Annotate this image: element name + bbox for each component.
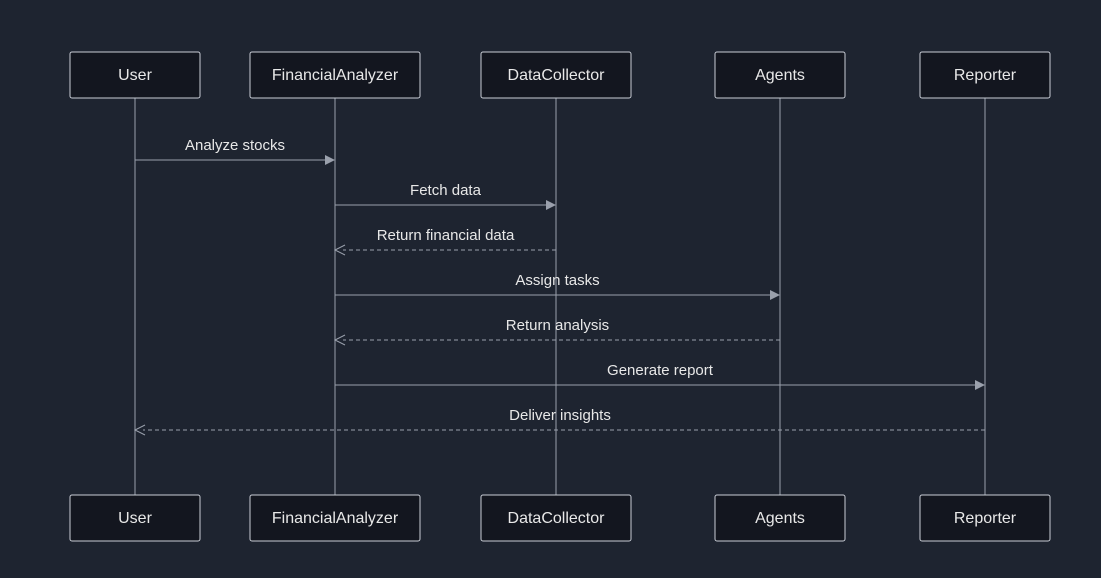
message-label: Generate report [607, 362, 714, 379]
actor-label: DataCollector [508, 67, 606, 84]
message-label: Return analysis [506, 317, 609, 334]
sequence-diagram: User FinancialAnalyzer DataCollector Agents… [0, 0, 1101, 578]
actor-agents-top: Agents [715, 52, 845, 98]
message-label: Return financial data [377, 227, 515, 244]
actor-label: Reporter [954, 67, 1017, 84]
actor-analyzer-top: FinancialAnalyzer [250, 52, 420, 98]
message-5: Generate report [335, 362, 985, 390]
actor-label: Agents [755, 67, 805, 84]
actor-user-bottom: User [70, 495, 200, 541]
message-3: Assign tasks [335, 272, 780, 300]
message-6: Deliver insights [135, 407, 985, 435]
message-4: Return analysis [335, 317, 780, 345]
actor-label: DataCollector [508, 510, 606, 527]
actor-label: FinancialAnalyzer [272, 67, 399, 84]
message-label: Assign tasks [515, 272, 599, 289]
actor-label: Agents [755, 510, 805, 527]
actor-agents-bottom: Agents [715, 495, 845, 541]
actor-label: Reporter [954, 510, 1017, 527]
actor-collector-top: DataCollector [481, 52, 631, 98]
message-label: Analyze stocks [185, 137, 285, 154]
actor-reporter-bottom: Reporter [920, 495, 1050, 541]
actor-label: User [118, 67, 152, 84]
message-label: Fetch data [410, 182, 482, 199]
actor-reporter-top: Reporter [920, 52, 1050, 98]
actor-analyzer-bottom: FinancialAnalyzer [250, 495, 420, 541]
actor-collector-bottom: DataCollector [481, 495, 631, 541]
message-label: Deliver insights [509, 407, 611, 424]
message-0: Analyze stocks [135, 137, 335, 165]
actor-label: User [118, 510, 152, 527]
message-1: Fetch data [335, 182, 556, 210]
actor-label: FinancialAnalyzer [272, 510, 399, 527]
message-2: Return financial data [335, 227, 556, 255]
actor-user-top: User [70, 52, 200, 98]
